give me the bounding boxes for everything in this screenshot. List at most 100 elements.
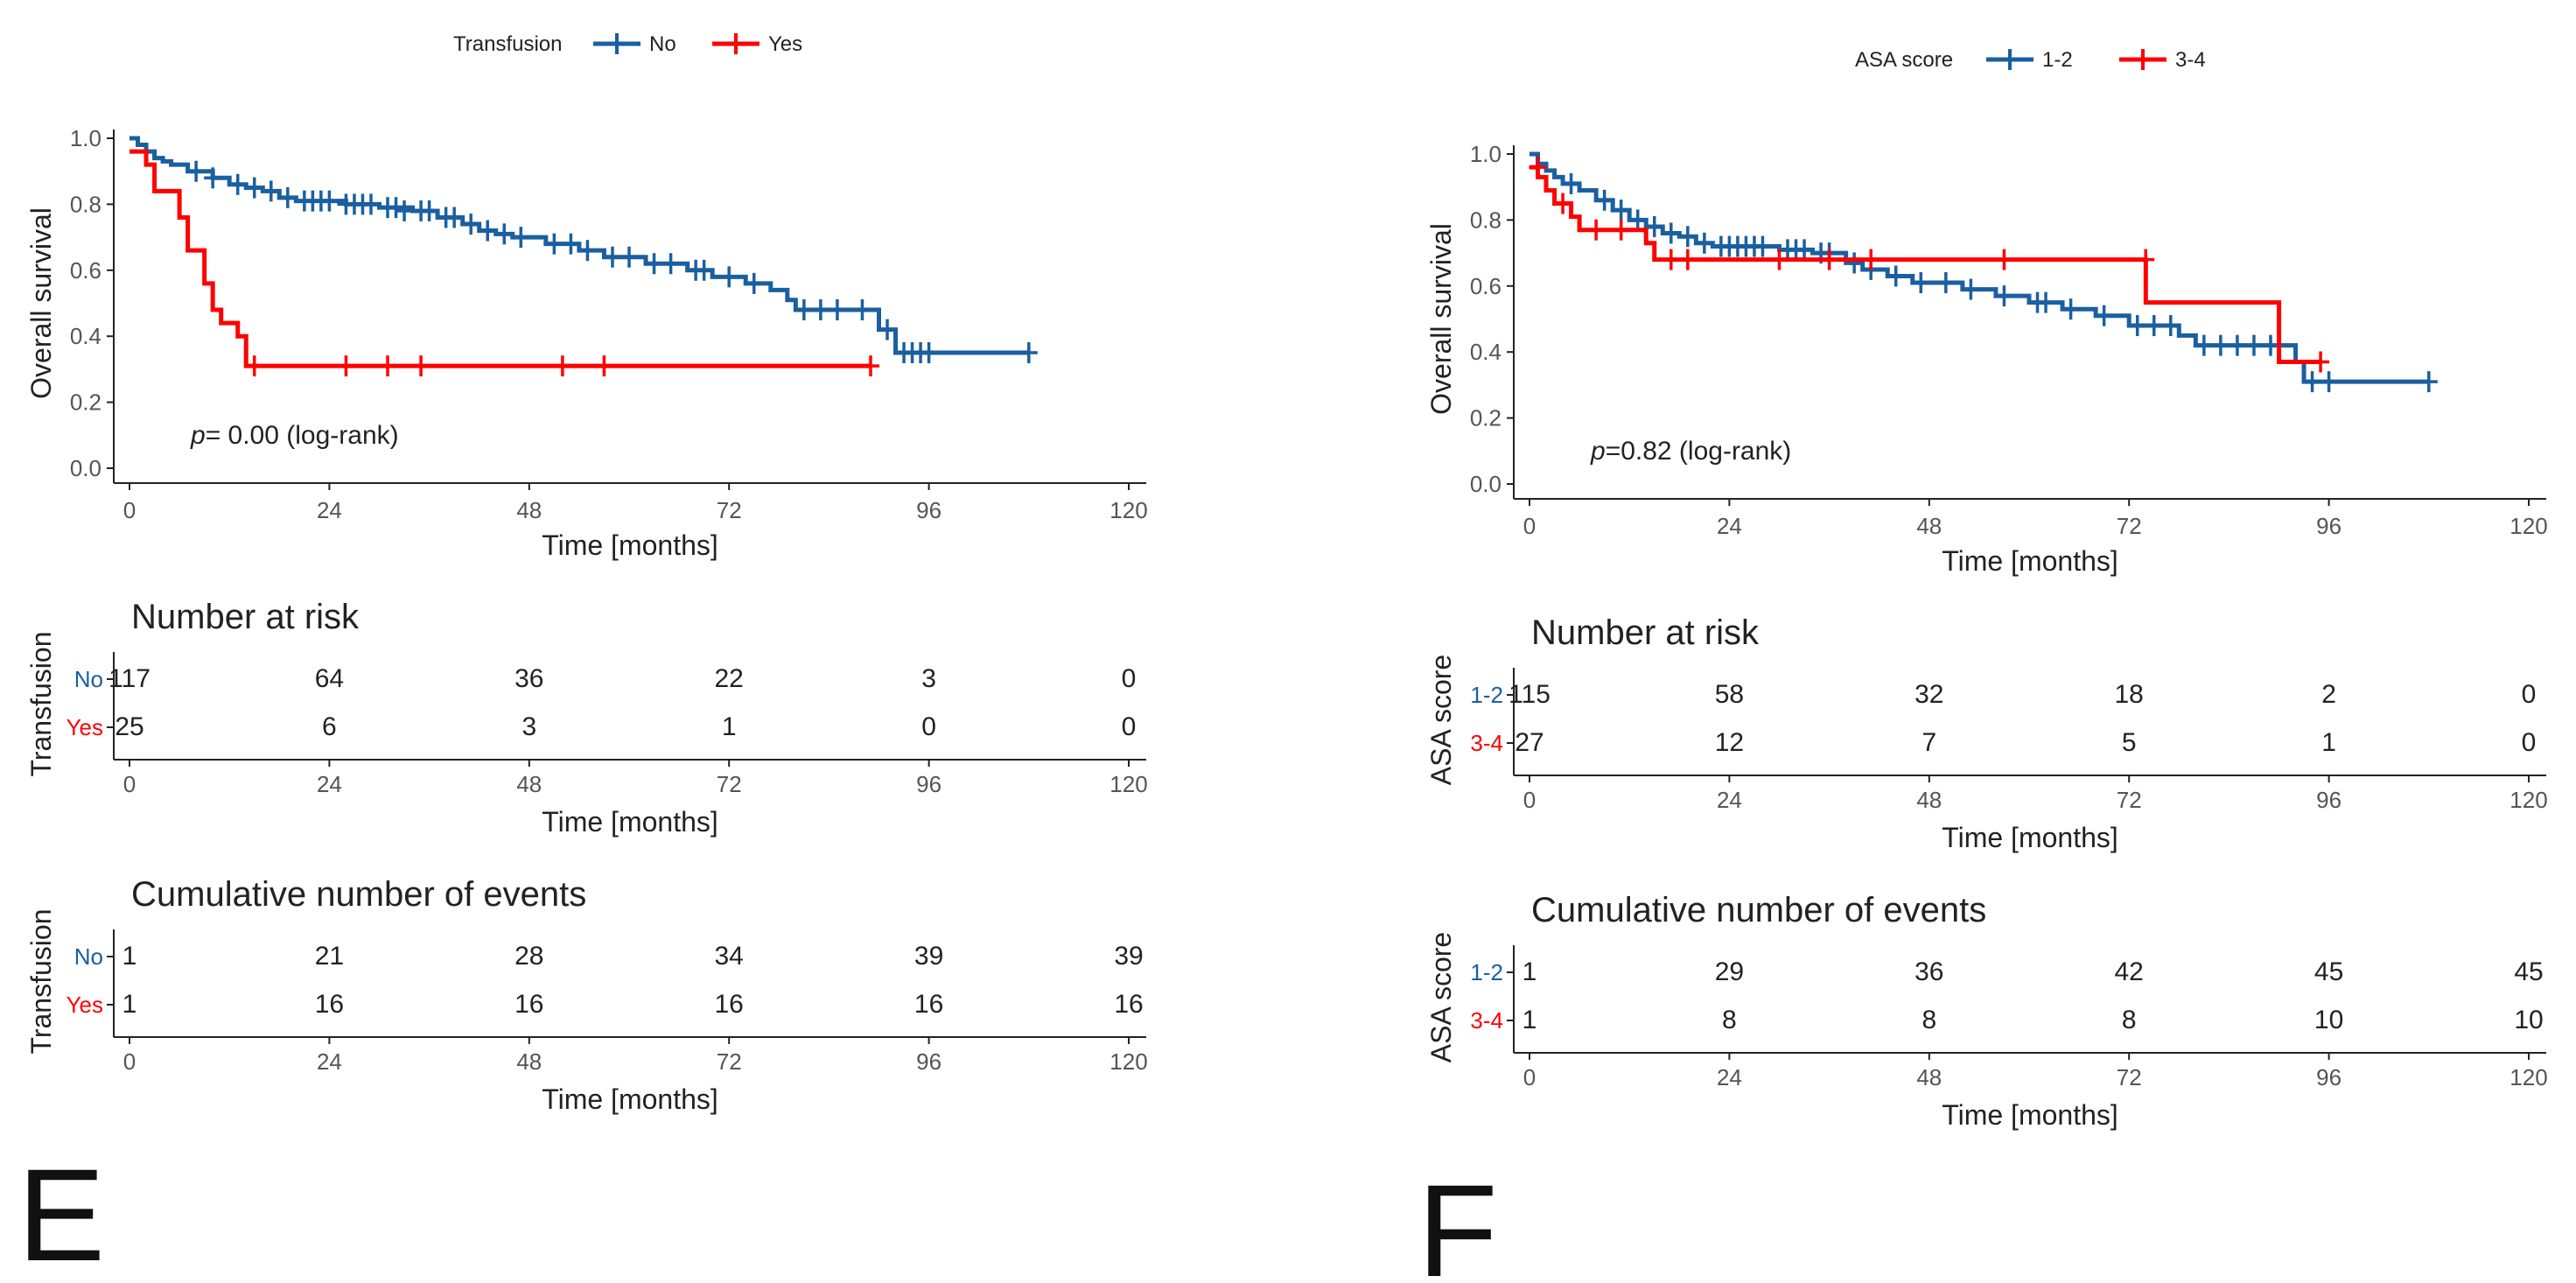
events-cell: 21 — [315, 942, 344, 971]
events-cell: 1 — [1522, 1006, 1537, 1034]
p-value-italic: p — [190, 421, 206, 450]
events-x-axis-label: Time [months] — [1942, 1099, 2118, 1131]
x-tick-label: 72 — [2117, 513, 2142, 539]
risk-x-tick-label: 48 — [1916, 787, 1942, 813]
risk-x-tick-label: 0 — [1523, 787, 1536, 813]
risk-cell: 1 — [2321, 728, 2336, 757]
events-x-tick-label: 0 — [123, 1048, 136, 1075]
events-cell: 10 — [2514, 1006, 2543, 1034]
km-panel-f: ASA score 1-2 3-40.00.20.40.60.81.00 24 48 72… — [1418, 48, 2548, 1283]
events-cell: 34 — [715, 942, 744, 971]
risk-cell: 115 — [1508, 680, 1550, 709]
events-title: Cumulative number of events — [1531, 891, 1986, 929]
y-axis-label: Overall survival — [1425, 223, 1457, 415]
p-value-text: =0.82 (log-rank) — [1606, 437, 1792, 466]
risk-x-tick-label: 48 — [516, 771, 542, 797]
legend: Transfusion No Yes — [453, 32, 802, 56]
survival-curve-Yes — [130, 149, 871, 368]
risk-table: Number at risk ASA score 1-2 115 58 32 18 2 0 3-4… — [1425, 613, 2548, 853]
risk-cell: 18 — [2115, 680, 2144, 709]
y-tick-label: 0.4 — [1470, 339, 1502, 365]
events-title: Cumulative number of events — [131, 875, 586, 914]
events-x-tick-label: 0 — [1523, 1064, 1536, 1090]
risk-cell: 5 — [2122, 728, 2137, 757]
risk-cell: 64 — [315, 664, 344, 693]
y-tick-label: 0.6 — [1470, 273, 1502, 299]
events-cell: 1 — [1522, 957, 1537, 986]
x-tick-label: 120 — [1110, 497, 1147, 523]
events-x-tick-label: 72 — [2117, 1064, 2142, 1090]
risk-cell: 22 — [715, 664, 744, 693]
events-cell: 10 — [2314, 1006, 2343, 1034]
events-cell: 16 — [315, 990, 344, 1019]
x-tick-label: 24 — [1717, 513, 1742, 539]
events-cell: 8 — [2122, 1006, 2137, 1034]
panel-letter: E — [18, 1141, 105, 1283]
risk-cell: 0 — [2522, 680, 2537, 709]
km-panel-e: Transfusion No Yes 0.0 0.2 0.4 0.6 0.8 1.0 0 24 48 7… — [18, 32, 1148, 1283]
events-cell: 39 — [914, 942, 943, 971]
risk-cell: 7 — [1922, 728, 1936, 757]
events-x-tick-label: 24 — [317, 1048, 342, 1075]
events-cell: 16 — [514, 990, 543, 1019]
risk-cell: 0 — [1122, 712, 1137, 741]
risk-title: Number at risk — [1531, 613, 1760, 652]
risk-cell: 25 — [115, 712, 144, 741]
x-tick-label: 24 — [317, 497, 342, 523]
risk-cell: 27 — [1515, 728, 1544, 757]
events-table: Cumulative number of events ASA score 1-2 1… — [1425, 891, 2548, 1131]
panel-letter: F — [1418, 1157, 1498, 1283]
x-tick-label: 96 — [2316, 513, 2342, 539]
risk-cell: 3 — [921, 664, 936, 693]
risk-x-tick-label: 120 — [1110, 771, 1147, 797]
risk-x-axis-label: Time [months] — [1942, 822, 2118, 853]
legend-title: Transfusion — [453, 32, 563, 56]
risk-x-tick-label: 72 — [2117, 787, 2142, 813]
risk-x-tick-label: 96 — [2316, 787, 2342, 813]
risk-x-tick-label: 24 — [317, 771, 342, 797]
events-x-tick-label: 96 — [916, 1048, 942, 1075]
risk-cell: 6 — [322, 712, 337, 741]
y-tick-label: 0.8 — [1470, 207, 1502, 233]
y-tick-label: 0.6 — [70, 257, 102, 284]
risk-cell: 3 — [522, 712, 536, 741]
survival-curve-No — [130, 136, 1029, 355]
y-tick-label: 0.2 — [70, 389, 102, 416]
y-axis-label: Overall survival — [25, 207, 57, 399]
p-value-label: p=0.82 (log-rank) — [1590, 437, 1791, 466]
risk-x-tick-label: 72 — [717, 771, 742, 797]
risk-row-label: No — [74, 666, 103, 692]
risk-cell: 58 — [1715, 680, 1744, 709]
legend-title: ASA score — [1855, 48, 1953, 72]
events-x-axis-label: Time [months] — [542, 1083, 718, 1115]
risk-x-tick-label: 0 — [123, 771, 136, 797]
events-x-tick-label: 120 — [2510, 1064, 2547, 1090]
risk-row-label: Yes — [66, 714, 103, 740]
risk-cell: 2 — [2321, 680, 2336, 709]
legend-label-1: 3-4 — [2175, 48, 2206, 72]
y-tick-label: 0.4 — [70, 323, 102, 349]
p-value-text: = 0.00 (log-rank) — [206, 421, 399, 450]
events-x-tick-label: 48 — [1916, 1064, 1942, 1090]
risk-cell: 0 — [2522, 728, 2537, 757]
events-cell: 16 — [715, 990, 744, 1019]
risk-x-tick-label: 96 — [916, 771, 942, 797]
p-value-label: p= 0.00 (log-rank) — [190, 421, 399, 450]
events-x-tick-label: 120 — [1110, 1048, 1147, 1075]
events-cell: 36 — [1914, 957, 1943, 986]
survival-curve-1-2 — [1530, 151, 2429, 384]
events-row-label: Yes — [66, 992, 103, 1018]
risk-x-axis-label: Time [months] — [542, 806, 718, 838]
risk-ylabel: ASA score — [1425, 655, 1457, 785]
risk-row-label: 1-2 — [1470, 682, 1503, 708]
events-x-tick-label: 48 — [516, 1048, 542, 1075]
survival-curve-3-4 — [1530, 165, 2321, 365]
risk-x-tick-label: 120 — [2510, 787, 2547, 813]
events-cell: 39 — [1114, 942, 1143, 971]
events-cell: 28 — [514, 942, 543, 971]
risk-cell: 0 — [921, 712, 936, 741]
events-cell: 45 — [2514, 957, 2543, 986]
events-row-label: 3-4 — [1470, 1007, 1503, 1034]
events-cell: 1 — [122, 990, 137, 1019]
